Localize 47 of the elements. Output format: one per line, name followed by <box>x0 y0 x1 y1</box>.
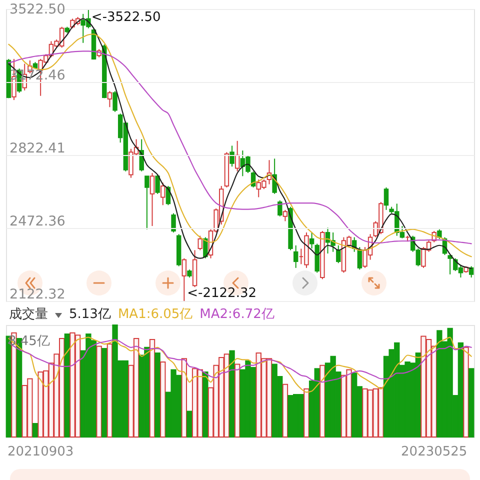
bar <box>43 370 49 438</box>
y-tick-label: 2472.36 <box>10 214 66 230</box>
y-tick-label: 2822.41 <box>10 140 66 156</box>
bar <box>378 387 384 438</box>
bar <box>213 364 219 438</box>
bar <box>218 356 224 438</box>
bar <box>128 364 134 438</box>
bar <box>27 378 33 438</box>
bar <box>229 350 235 438</box>
text: 5.13亿 <box>69 306 111 324</box>
bar <box>468 368 474 438</box>
y-tick-label: 2122.32 <box>10 286 66 302</box>
x-tick-label: 20230525 <box>401 444 468 460</box>
bar <box>234 364 240 438</box>
chart-title: 成交量 <box>9 306 48 324</box>
series-label: MA1:6.05亿 <box>118 306 193 324</box>
bar <box>181 358 187 438</box>
bar <box>362 388 368 438</box>
bar <box>420 336 426 438</box>
bar <box>426 339 432 438</box>
bar <box>192 368 198 438</box>
bar <box>160 361 166 438</box>
y-tick-label: 3522.50 <box>10 2 66 18</box>
bar <box>463 346 469 438</box>
bar <box>202 372 208 438</box>
bar <box>96 346 102 438</box>
x-tick-label: 20210903 <box>7 444 74 460</box>
bar <box>70 332 76 438</box>
bar <box>367 389 374 438</box>
bar <box>74 334 81 438</box>
text: MA2:6.72亿 <box>200 306 274 324</box>
bar <box>32 423 38 438</box>
bar <box>320 364 326 438</box>
annotation: <-3522.50 <box>91 10 161 25</box>
bar <box>54 354 60 438</box>
annotation: <-2122.32 <box>187 286 257 301</box>
bar <box>38 372 44 438</box>
bar <box>102 348 108 438</box>
bar <box>64 333 70 438</box>
bar <box>154 352 160 438</box>
bar <box>346 369 352 438</box>
bar <box>261 358 267 438</box>
bar <box>282 384 288 438</box>
bar <box>59 338 65 438</box>
bar <box>304 388 310 438</box>
bar <box>133 338 140 438</box>
bar <box>186 410 192 438</box>
